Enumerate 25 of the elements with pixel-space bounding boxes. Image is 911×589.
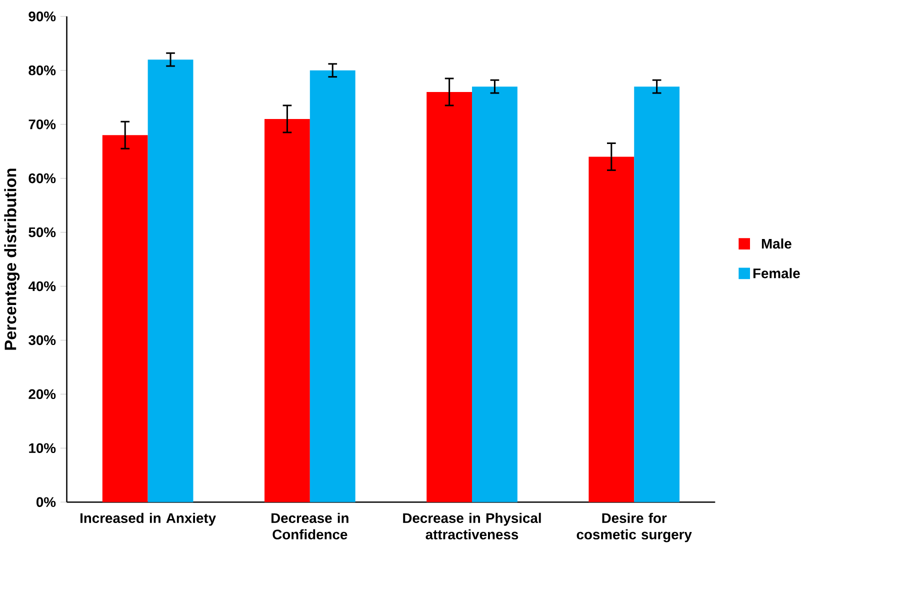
x-tick-label: Desire for cosmetic surgery bbox=[576, 512, 692, 542]
legend-label: Female bbox=[753, 268, 800, 278]
x-tick-label: Decrease in Confidence bbox=[272, 512, 348, 540]
bar bbox=[264, 118, 310, 502]
y-tick-label: 20% bbox=[28, 389, 56, 400]
y-tick-label: 80% bbox=[28, 65, 56, 76]
y-tick-label: 60% bbox=[28, 173, 56, 184]
bar bbox=[426, 92, 472, 502]
bar bbox=[102, 135, 148, 502]
x-tick-label: Decrease in Physical attractiveness bbox=[403, 512, 541, 540]
y-tick-label: 70% bbox=[28, 119, 56, 130]
y-tick-label: 10% bbox=[29, 443, 56, 453]
y-axis-title: Percentage distribution bbox=[4, 168, 20, 350]
y-tick-label: 30% bbox=[28, 335, 56, 346]
bar bbox=[148, 60, 194, 502]
bar bbox=[634, 86, 680, 502]
y-tick-label: 0% bbox=[36, 497, 56, 507]
bar bbox=[588, 156, 634, 502]
y-tick-label: 90% bbox=[28, 11, 56, 22]
y-tick-label: 50% bbox=[28, 227, 56, 238]
legend-label: Male bbox=[762, 238, 792, 249]
bar bbox=[472, 86, 518, 502]
bar bbox=[310, 70, 356, 502]
x-tick-label: Increased in Anxiety bbox=[80, 512, 216, 526]
y-tick-label: 40% bbox=[28, 281, 56, 292]
